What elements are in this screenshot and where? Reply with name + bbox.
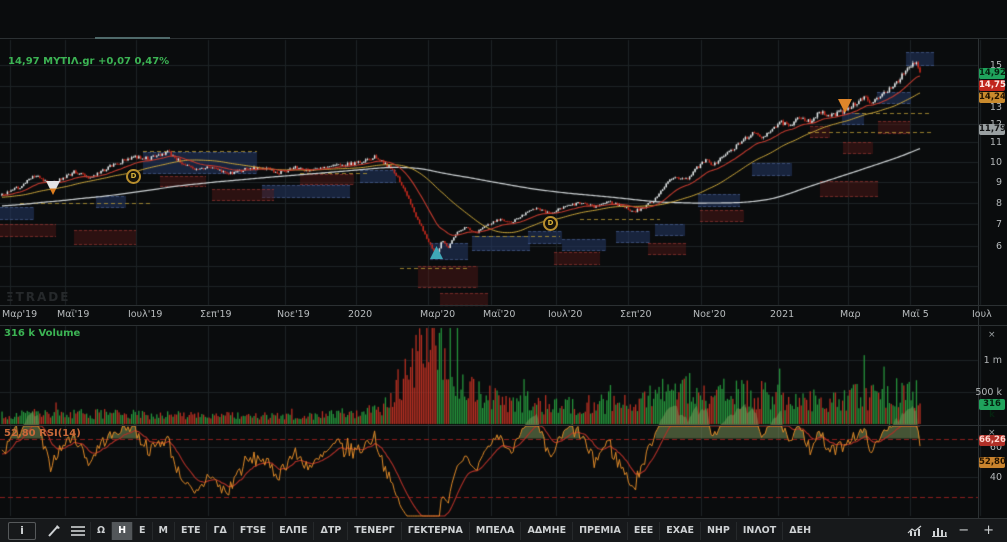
zoom-in-button[interactable]: + [983, 523, 994, 538]
rsi-tick-label: 60 [989, 442, 1002, 453]
top-highlight-bar [95, 37, 170, 39]
x-axis-label: 2020 [348, 309, 373, 320]
x-axis-label: Μαρ'20 [420, 309, 456, 320]
rsi-pane-divider[interactable] [0, 425, 1007, 426]
x-axis-label: Νοε'19 [277, 309, 310, 320]
platform-watermark: ΞTRADE [6, 290, 71, 304]
dividend-marker: D [126, 169, 141, 184]
price-badge: 14,75 [979, 80, 1006, 91]
rsi-badge: 52,80 [979, 457, 1006, 468]
price-axis-divider [978, 38, 979, 518]
price-tick-label: 11 [989, 137, 1002, 148]
ticker-button-ΓΔ[interactable]: ΓΔ [206, 521, 232, 540]
x-axis-label: Σεπ'20 [620, 309, 652, 320]
ticker-group: ΕΤΕ ΓΔ FTSE ΕΛΠΕ ΔΤΡ ΤΕΝΕΡΓ ΓΕΚΤΕΡΝΑ ΜΠΕΛΑ ΑΔΜΗΕ… [174, 521, 817, 540]
info-button[interactable]: i [8, 521, 36, 540]
timeframe-button-Μ[interactable]: Μ [151, 521, 174, 540]
chart-type-icon[interactable] [903, 522, 927, 540]
symbol-legend: 14,97 ΜΥΤΙΛ.gr +0,07 0,47% [8, 56, 170, 67]
rsi-legend: 52,80 RSI(14) [4, 428, 81, 439]
toolbar-right-controls: − + [903, 522, 1007, 540]
price-badge: 14,92 [979, 68, 1006, 79]
rsi-tick-label: 40 [989, 472, 1002, 483]
volume-legend: 316 k Volume [4, 328, 81, 339]
ticker-button-FTSE[interactable]: FTSE [232, 521, 272, 540]
price-tick-label: 6 [995, 241, 1002, 252]
x-axis-label: Μαρ [840, 309, 861, 320]
price-tick-label: 8 [995, 198, 1002, 209]
x-axis-label: Νοε'20 [693, 309, 726, 320]
x-axis-label: Μαϊ 5 [902, 309, 929, 320]
volume-tick-label: 1 m [983, 355, 1002, 366]
price-tick-label: 10 [989, 157, 1002, 168]
x-axis-label: Ιουλ'20 [548, 309, 583, 320]
ticker-button-ΓΕΚΤΕΡΝΑ[interactable]: ΓΕΚΤΕΡΝΑ [400, 521, 469, 540]
timeframe-button-Η[interactable]: Η [111, 521, 133, 540]
volume-tick-label: 500 k [975, 387, 1002, 398]
price-tick-label: 15 [989, 60, 1002, 71]
price-tick-label: 9 [995, 177, 1002, 188]
ticker-button-ΙΝΛΟΤ[interactable]: ΙΝΛΟΤ [735, 521, 782, 540]
zoom-out-button[interactable]: − [958, 523, 970, 538]
rsi-close-icon[interactable]: × [988, 428, 996, 438]
ticker-button-ΑΔΜΗΕ[interactable]: ΑΔΜΗΕ [520, 521, 572, 540]
price-tick-label: 13 [989, 102, 1002, 113]
ticker-button-ΕΕΕ[interactable]: ΕΕΕ [626, 521, 659, 540]
volume-close-icon[interactable]: × [988, 330, 996, 340]
ticker-button-ΜΠΕΛΑ[interactable]: ΜΠΕΛΑ [468, 521, 521, 540]
ticker-button-ΤΕΝΕΡΓ[interactable]: ΤΕΝΕΡΓ [347, 521, 400, 540]
chart-top-border [0, 38, 1007, 39]
watchlist-icon[interactable] [66, 522, 90, 540]
draw-tool-icon[interactable] [42, 522, 66, 540]
ticker-button-ΔΕΗ[interactable]: ΔΕΗ [782, 521, 817, 540]
x-axis-label: Ιουλ'19 [128, 309, 163, 320]
x-axis-label: Μαϊ'19 [57, 309, 90, 320]
x-axis-label: Μαρ'19 [2, 309, 38, 320]
volume-pane-divider[interactable] [0, 325, 1007, 326]
ticker-button-ΕΛΠΕ[interactable]: ΕΛΠΕ [272, 521, 313, 540]
ticker-button-ΕΤΕ[interactable]: ΕΤΕ [174, 521, 206, 540]
histogram-icon[interactable] [927, 522, 951, 540]
price-badge: 14,24 [979, 92, 1006, 103]
ticker-button-ΔΤΡ[interactable]: ΔΤΡ [313, 521, 347, 540]
axis-band-top-divider [0, 305, 1007, 306]
ticker-button-ΕΧΑΕ[interactable]: ΕΧΑΕ [659, 521, 700, 540]
rsi-badge: 66,26 [979, 435, 1006, 446]
x-axis-label: Ιουλ [972, 309, 992, 320]
timeframe-button-Ω[interactable]: Ω [90, 521, 111, 540]
x-axis-label: Μαϊ'20 [483, 309, 516, 320]
x-axis-label: 2021 [770, 309, 795, 320]
ticker-button-ΝΗΡ[interactable]: ΝΗΡ [699, 521, 736, 540]
x-axis-label: Σεπ'19 [200, 309, 232, 320]
volume-badge: 316 k [979, 399, 1005, 420]
dividend-marker: D [543, 216, 558, 231]
ticker-button-ΠΡΕΜΙΑ[interactable]: ΠΡΕΜΙΑ [572, 521, 627, 540]
timeframe-button-Ε[interactable]: Ε [132, 521, 152, 540]
price-badge: 11,79 [979, 124, 1006, 135]
price-tick-label: 7 [995, 219, 1002, 230]
